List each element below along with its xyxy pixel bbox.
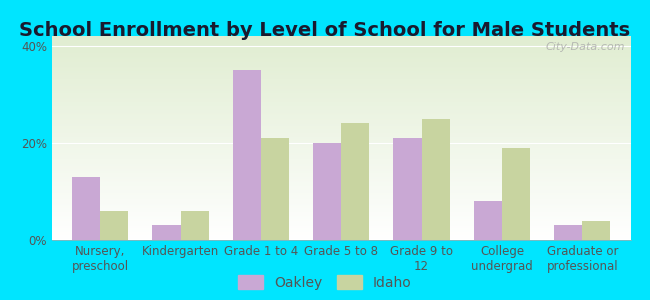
- Bar: [233, 70, 261, 240]
- Bar: [313, 143, 341, 240]
- Bar: [474, 201, 502, 240]
- Bar: [554, 225, 582, 240]
- Text: School Enrollment by Level of School for Male Students: School Enrollment by Level of School for…: [20, 21, 630, 40]
- Bar: [72, 177, 100, 240]
- Bar: [393, 138, 422, 240]
- Bar: [341, 123, 369, 240]
- Bar: [181, 211, 209, 240]
- Bar: [422, 118, 450, 240]
- Text: City-Data.com: City-Data.com: [545, 42, 625, 52]
- Legend: Oakley, Idaho: Oakley, Idaho: [239, 275, 411, 290]
- Bar: [100, 211, 128, 240]
- Bar: [582, 220, 610, 240]
- Bar: [153, 225, 181, 240]
- Bar: [261, 138, 289, 240]
- Bar: [502, 148, 530, 240]
